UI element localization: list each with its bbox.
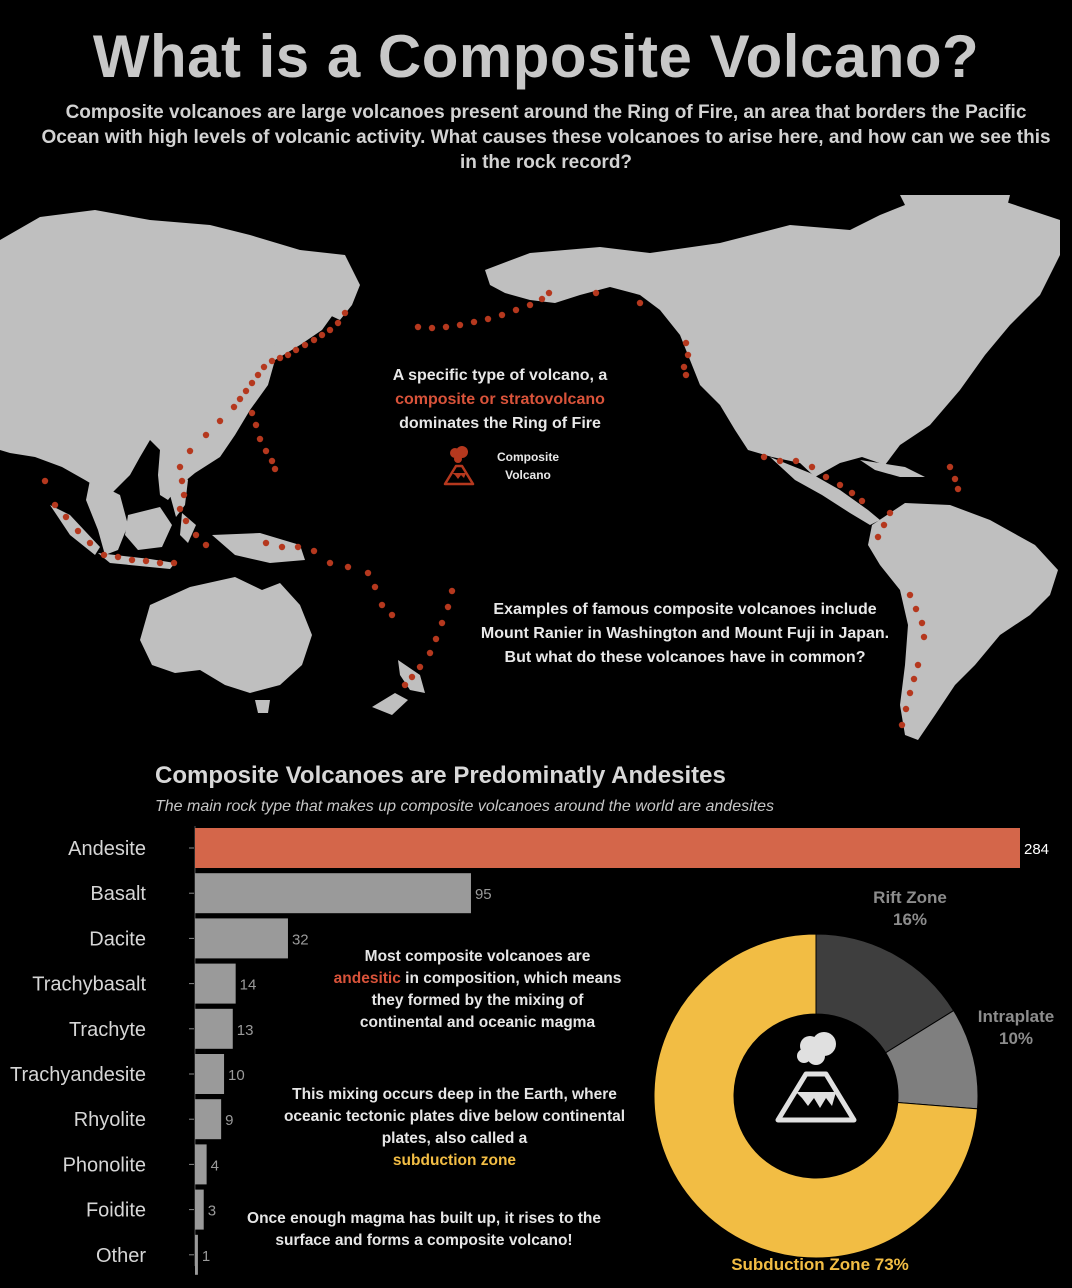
page-title: What is a Composite Volcano?: [92, 23, 980, 90]
landmass-kamchatka: [300, 250, 360, 320]
volcano-icon: [775, 1032, 857, 1123]
donut-label-intraplate: Intraplate 10%: [960, 1006, 1072, 1050]
map-note-highlight: composite or stratovolcano: [395, 391, 605, 408]
category-label-trachybasalt: Trachybasalt: [32, 974, 146, 996]
volcano-dots: [41, 289, 962, 729]
bar-group: Andesite 284 Basalt 95 Dacite 32 Trachybasalt 1…: [10, 828, 1049, 1275]
category-label-foidite: Foidite: [86, 1200, 146, 1222]
intro-text: Composite volcanoes are large volcanoes …: [41, 102, 1051, 173]
chart-title: Composite Volcanoes are Predominatly And…: [155, 762, 726, 789]
category-label-rhyolite: Rhyolite: [74, 1109, 146, 1131]
rock-type-bar-chart: Andesite 284 Basalt 95 Dacite 32 Trachybasalt 1…: [10, 826, 1049, 1275]
slice-percent: 73%: [874, 1255, 909, 1274]
note-eruption: Once enough magma has built up, it rises…: [247, 1210, 601, 1249]
category-label-phonolite: Phonolite: [63, 1154, 146, 1176]
note-andesitic: Most composite volcanoes are andesitic i…: [330, 946, 625, 1034]
map-note-line: A specific type of volcano, a: [392, 367, 608, 384]
donut-label-rift-zone: Rift Zone 16%: [850, 887, 970, 931]
landmass-central-america: [770, 457, 880, 525]
category-label-trachyandesite: Trachyandesite: [10, 1064, 146, 1086]
value-label-phonolite: 4: [211, 1157, 219, 1174]
landmass-borneo: [125, 507, 172, 550]
donut-slices: [653, 933, 979, 1259]
slice-name: Subduction Zone: [731, 1255, 871, 1274]
bar-trachybasalt: [195, 963, 236, 1004]
category-label-dacite: Dacite: [89, 928, 146, 950]
slice-percent: 16%: [892, 910, 928, 929]
bar-dacite: [195, 918, 288, 959]
bar-foidite: [195, 1189, 204, 1230]
category-label-trachyte: Trachyte: [69, 1019, 146, 1041]
slice-name: Rift Zone: [873, 888, 947, 907]
bar-basalt: [195, 873, 471, 914]
value-label-foidite: 3: [208, 1203, 216, 1220]
landmass-new-guinea: [212, 533, 305, 563]
value-label-trachyte: 13: [237, 1022, 254, 1039]
landmass-tasmania: [255, 700, 270, 713]
bar-rhyolite: [195, 1099, 222, 1140]
donut-slice-subduction-zone: [653, 933, 979, 1259]
legend-label: Composite Volcano: [496, 450, 559, 482]
landmass-caribbean: [860, 460, 925, 477]
note-text: This mixing occurs deep in the Earth, wh…: [283, 1086, 626, 1147]
landmass-greenland: [900, 195, 1010, 255]
map-note-line: dominates the Ring of Fire: [399, 415, 601, 432]
category-label-basalt: Basalt: [90, 883, 146, 905]
landmass-eurasia: [0, 210, 350, 500]
landmass-java: [98, 553, 175, 569]
value-label-dacite: 32: [292, 931, 309, 948]
slice-percent: 10%: [998, 1029, 1034, 1048]
slice-name: Intraplate: [977, 1007, 1055, 1026]
note-text: Most composite volcanoes are: [364, 948, 591, 965]
bar-phonolite: [195, 1144, 207, 1185]
bar-trachyandesite: [195, 1054, 225, 1094]
value-label-trachyandesite: 10: [228, 1067, 245, 1084]
note-highlight: subduction zone: [392, 1152, 517, 1169]
ring-of-fire-map: [0, 195, 1060, 740]
bar-andesite: [195, 828, 1020, 868]
value-label-rhyolite: 9: [225, 1112, 233, 1129]
value-label-other: 1: [202, 1248, 210, 1265]
map-note-stratovolcano: A specific type of volcano, a composite …: [345, 364, 655, 436]
donut-label-subduction-zone: Subduction Zone 73%: [705, 1254, 935, 1276]
value-label-basalt: 95: [475, 886, 492, 903]
landmass-sulawesi: [180, 513, 196, 543]
volcano-icon: [443, 446, 475, 486]
chart-subtitle: The main rock type that makes up composi…: [155, 798, 774, 815]
landmass-australia: [140, 577, 312, 693]
value-label-andesite: 284: [1024, 841, 1049, 858]
note-highlight: andesitic: [333, 970, 401, 987]
note-text: in composition, which means they formed …: [359, 970, 622, 1031]
bar-other: [195, 1234, 198, 1275]
bar-trachyte: [195, 1008, 233, 1049]
category-label-other: Other: [96, 1245, 146, 1267]
landmass-new-zealand: [372, 660, 425, 715]
landmass-north-america: [485, 195, 1060, 477]
landmass-se-asia: [86, 480, 128, 555]
note-subduction: This mixing occurs deep in the Earth, wh…: [282, 1084, 627, 1172]
map-note-examples: Examples of famous composite volcanoes i…: [480, 601, 890, 666]
value-label-trachybasalt: 14: [240, 977, 257, 994]
landmass-philippines: [170, 465, 188, 517]
category-label-andesite: Andesite: [68, 838, 146, 860]
tectonic-setting-donut-chart: [653, 933, 979, 1259]
